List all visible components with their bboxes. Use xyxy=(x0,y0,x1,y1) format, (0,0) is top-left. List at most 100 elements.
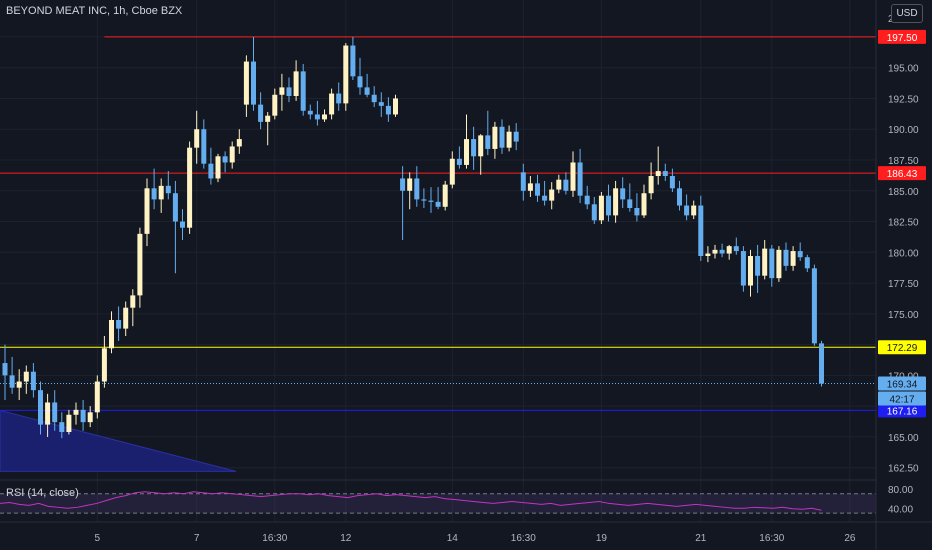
candle[interactable] xyxy=(272,94,278,116)
candle[interactable] xyxy=(563,179,569,191)
candle[interactable] xyxy=(350,45,356,77)
candle[interactable] xyxy=(172,193,178,222)
candle[interactable] xyxy=(66,414,72,432)
candle[interactable] xyxy=(9,375,15,388)
candle[interactable] xyxy=(73,409,79,415)
candle[interactable] xyxy=(712,249,718,254)
candle[interactable] xyxy=(456,158,462,165)
candle[interactable] xyxy=(364,87,370,95)
candle[interactable] xyxy=(478,135,484,157)
candle[interactable] xyxy=(293,71,299,96)
candle[interactable] xyxy=(769,248,775,279)
candle[interactable] xyxy=(208,163,214,179)
candle[interactable] xyxy=(542,195,548,201)
candle[interactable] xyxy=(407,178,413,191)
candle[interactable] xyxy=(506,131,512,148)
candle[interactable] xyxy=(236,139,242,147)
candle[interactable] xyxy=(790,251,796,266)
candle[interactable] xyxy=(38,390,43,425)
candle[interactable] xyxy=(421,199,427,201)
candle[interactable] xyxy=(393,98,398,115)
candle[interactable] xyxy=(414,178,420,200)
candle[interactable] xyxy=(648,176,654,194)
candle[interactable] xyxy=(740,251,746,286)
candle[interactable] xyxy=(776,249,782,279)
candle[interactable] xyxy=(109,320,114,349)
candle[interactable] xyxy=(300,71,306,111)
candle[interactable] xyxy=(606,195,611,216)
candle[interactable] xyxy=(314,114,320,120)
candle[interactable] xyxy=(684,205,690,216)
candle[interactable] xyxy=(428,200,434,202)
candle[interactable] xyxy=(258,104,264,122)
candle[interactable] xyxy=(80,409,86,423)
price-axis[interactable] xyxy=(876,0,932,550)
candle[interactable] xyxy=(755,256,761,276)
candle[interactable] xyxy=(116,320,122,329)
candle[interactable] xyxy=(222,156,228,163)
candle[interactable] xyxy=(94,381,100,413)
candle[interactable] xyxy=(556,179,562,190)
candle[interactable] xyxy=(130,295,136,308)
candle[interactable] xyxy=(513,131,519,142)
candle[interactable] xyxy=(577,162,583,196)
candle[interactable] xyxy=(520,172,526,191)
candle[interactable] xyxy=(591,204,597,221)
candle[interactable] xyxy=(194,129,200,148)
candle[interactable] xyxy=(251,61,256,105)
candle[interactable] xyxy=(400,178,406,191)
candle[interactable] xyxy=(59,422,65,432)
candle[interactable] xyxy=(811,268,817,344)
candle[interactable] xyxy=(698,205,704,256)
candle[interactable] xyxy=(641,193,647,216)
candle[interactable] xyxy=(549,189,555,201)
candle[interactable] xyxy=(691,205,697,216)
candle[interactable] xyxy=(215,156,221,179)
candle[interactable] xyxy=(52,402,58,423)
candle[interactable] xyxy=(435,201,441,207)
candle[interactable] xyxy=(492,126,498,149)
candle[interactable] xyxy=(598,195,604,221)
candle[interactable] xyxy=(229,146,235,163)
candle[interactable] xyxy=(570,162,576,191)
candle[interactable] xyxy=(243,61,249,105)
candle[interactable] xyxy=(620,188,626,200)
candle[interactable] xyxy=(627,199,633,208)
candle[interactable] xyxy=(535,183,540,196)
candle[interactable] xyxy=(677,188,682,206)
candle[interactable] xyxy=(307,110,313,115)
candle[interactable] xyxy=(201,129,207,164)
candle[interactable] xyxy=(265,115,271,122)
candle[interactable] xyxy=(101,348,107,382)
candle[interactable] xyxy=(797,251,803,258)
candle[interactable] xyxy=(123,307,129,329)
candle[interactable] xyxy=(662,171,668,176)
candle[interactable] xyxy=(336,93,342,104)
candle[interactable] xyxy=(783,249,789,266)
candle[interactable] xyxy=(45,402,51,425)
candle[interactable] xyxy=(144,188,150,234)
candle[interactable] xyxy=(464,139,469,165)
candle[interactable] xyxy=(23,371,29,382)
candle[interactable] xyxy=(819,343,824,384)
candle[interactable] xyxy=(527,183,533,191)
candle[interactable] xyxy=(449,158,455,185)
candle[interactable] xyxy=(485,135,491,149)
candle[interactable] xyxy=(762,248,768,276)
candle[interactable] xyxy=(748,256,753,286)
candle[interactable] xyxy=(187,147,193,228)
candle[interactable] xyxy=(733,246,739,252)
candle[interactable] xyxy=(137,233,143,296)
candle[interactable] xyxy=(655,171,661,176)
candle[interactable] xyxy=(322,114,327,120)
candle[interactable] xyxy=(2,363,8,376)
candle[interactable] xyxy=(613,188,619,216)
candle[interactable] xyxy=(87,412,93,423)
candle[interactable] xyxy=(584,195,590,205)
candle[interactable] xyxy=(30,371,36,391)
candle[interactable] xyxy=(151,188,157,200)
candle[interactable] xyxy=(180,221,185,228)
candle[interactable] xyxy=(719,249,725,254)
candle[interactable] xyxy=(726,246,732,254)
